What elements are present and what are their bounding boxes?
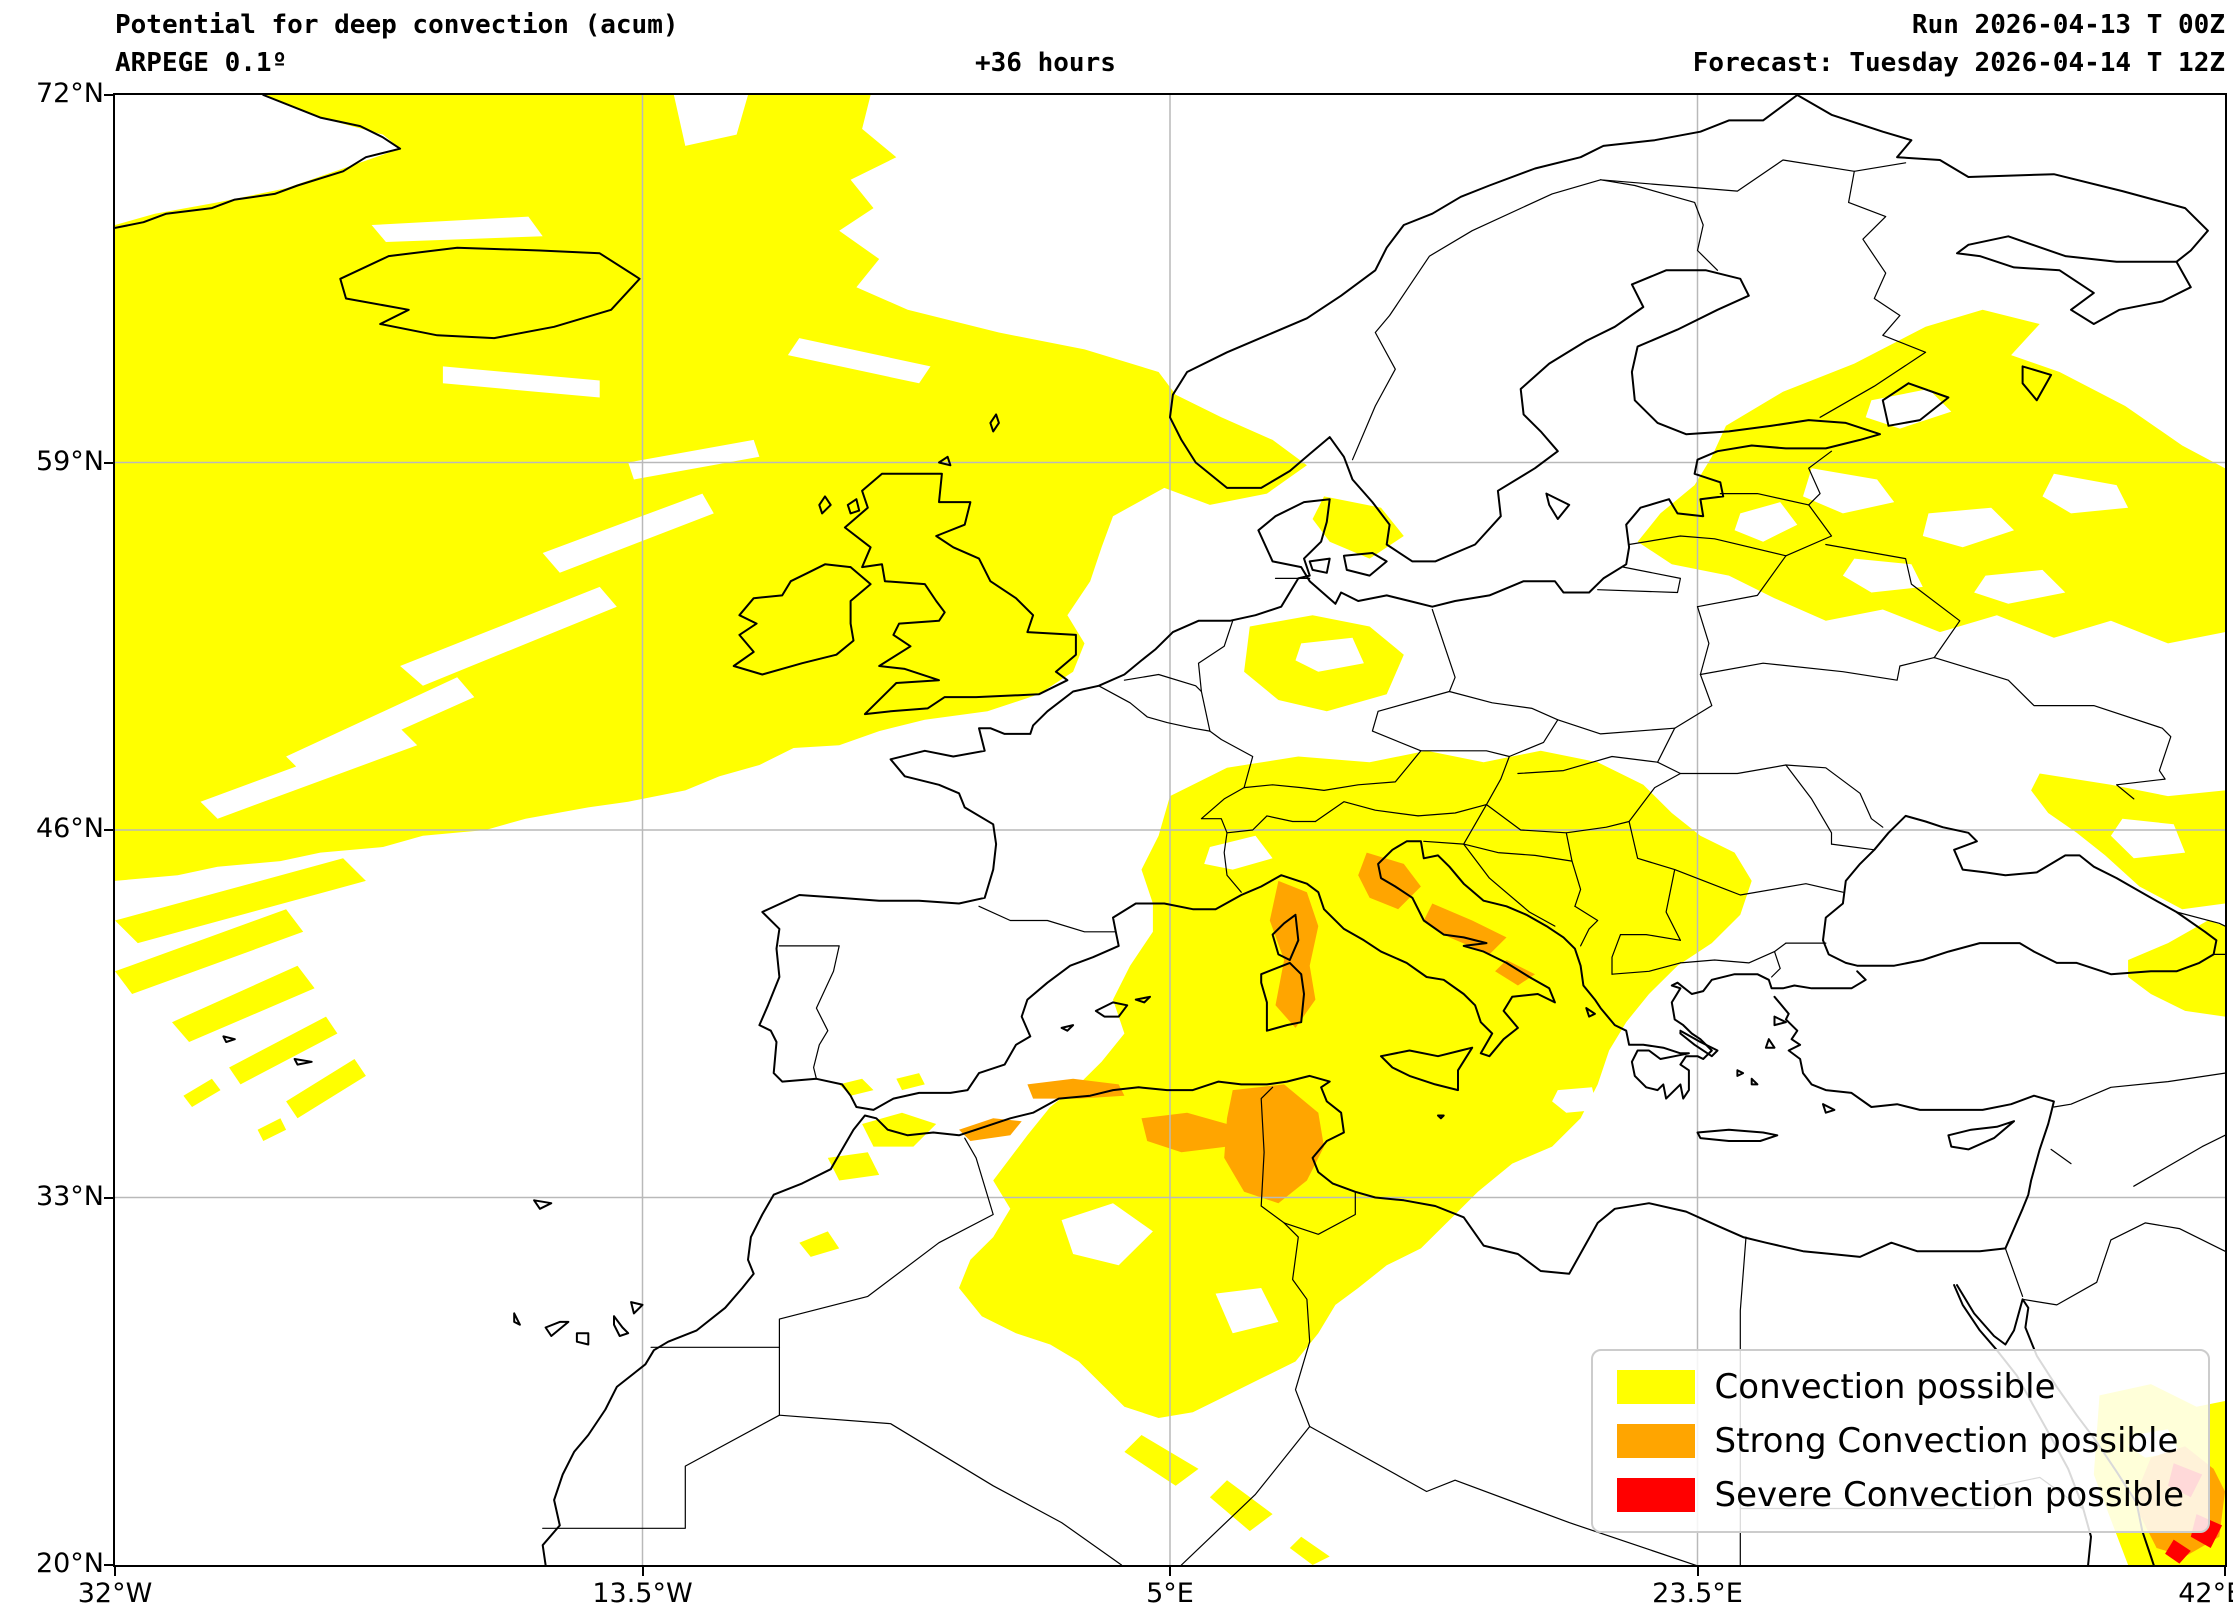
legend-item-severe-convection: Severe Convection possible xyxy=(1616,1473,2184,1517)
x-axis-label-23-5e: 23.5°E xyxy=(1652,1578,1743,1609)
x-axis-label-42e: 42°E xyxy=(2178,1578,2233,1609)
y-axis-label-59n: 59°N xyxy=(35,446,104,477)
model-name-label: ARPEGE 0.1º xyxy=(115,48,288,78)
y-axis-label-72n: 72°N xyxy=(35,78,104,109)
forecast-lead-label: +36 hours xyxy=(975,48,1116,78)
legend-swatch-strong-convection-icon xyxy=(1616,1424,1695,1458)
x-axis-tick xyxy=(1696,1567,1699,1576)
y-axis-label-20n: 20°N xyxy=(35,1548,104,1579)
x-axis-label-32w: 32°W xyxy=(77,1578,153,1609)
legend-swatch-severe-convection-icon xyxy=(1616,1478,1695,1512)
x-axis-label-13-5w: 13.5°W xyxy=(592,1578,693,1609)
forecast-valid-label: Forecast: Tuesday 2026-04-14 T 12Z xyxy=(1692,48,2225,78)
legend-label-strong-convection: Strong Convection possible xyxy=(1714,1421,2179,1461)
legend-label-convection: Convection possible xyxy=(1714,1367,2056,1407)
y-axis-tick xyxy=(104,1564,113,1566)
legend-label-severe-convection: Severe Convection possible xyxy=(1714,1475,2184,1515)
map-plot-area xyxy=(113,93,2227,1567)
x-axis-tick xyxy=(2224,1567,2226,1576)
model-run-label: Run 2026-04-13 T 00Z xyxy=(1911,10,2225,40)
legend-item-convection: Convection possible xyxy=(1616,1365,2184,1409)
x-axis-tick xyxy=(641,1567,644,1576)
y-axis-tick xyxy=(104,461,113,464)
legend-item-strong-convection: Strong Convection possible xyxy=(1616,1419,2184,1463)
figure-title: Potential for deep convection (acum) xyxy=(115,10,679,40)
legend: Convection possible Strong Convection po… xyxy=(1590,1349,2210,1533)
x-axis-tick xyxy=(114,1567,116,1576)
y-axis-tick xyxy=(104,94,113,96)
y-axis-label-46n: 46°N xyxy=(35,813,104,844)
map-canvas xyxy=(115,95,2225,1565)
x-axis-label-5e: 5°E xyxy=(1146,1578,1194,1609)
y-axis-label-33n: 33°N xyxy=(35,1181,104,1212)
legend-swatch-convection-icon xyxy=(1616,1370,1695,1404)
x-axis-tick xyxy=(1169,1567,1171,1576)
y-axis-tick xyxy=(104,1196,113,1199)
y-axis-tick xyxy=(104,829,113,831)
